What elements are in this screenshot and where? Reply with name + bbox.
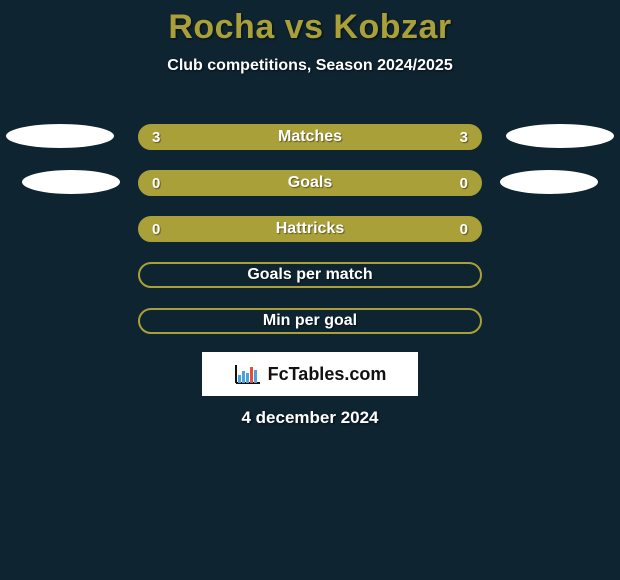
stat-row: Goals 0 0 [0,170,620,196]
player-left-oval [22,170,120,194]
stat-bar: Goals per match [138,262,482,288]
stat-bar: Matches 3 3 [138,124,482,150]
stat-row: Matches 3 3 [0,124,620,150]
stat-value-left: 0 [152,221,160,238]
stat-bar: Goals 0 0 [138,170,482,196]
page-subtitle: Club competitions, Season 2024/2025 [0,57,620,75]
stat-label: Goals [288,174,332,192]
stat-row: Min per goal [0,308,620,334]
stat-value-right: 3 [460,129,468,146]
player-right-oval [506,124,614,148]
site-logo: FcTables.com [202,352,418,396]
stat-bar: Min per goal [138,308,482,334]
date-text: 4 december 2024 [0,408,620,428]
player-left-oval [6,124,114,148]
page-title: Rocha vs Kobzar [0,0,620,47]
stat-value-right: 0 [460,221,468,238]
stat-label: Hattricks [276,220,344,238]
stat-value-left: 0 [152,175,160,192]
barchart-icon [234,363,262,385]
stat-label: Goals per match [247,266,372,284]
stat-label: Min per goal [263,312,357,330]
stat-label: Matches [278,128,342,146]
stat-row: Hattricks 0 0 [0,216,620,242]
stat-value-right: 0 [460,175,468,192]
player-right-oval [500,170,598,194]
stat-rows: Matches 3 3 Goals 0 0 Hattricks 0 0 Goals per mat… [0,124,620,354]
site-logo-text: FcTables.com [268,364,387,385]
stat-bar: Hattricks 0 0 [138,216,482,242]
stat-row: Goals per match [0,262,620,288]
comparison-infographic: Rocha vs Kobzar Club competitions, Seaso… [0,0,620,580]
stat-value-left: 3 [152,129,160,146]
